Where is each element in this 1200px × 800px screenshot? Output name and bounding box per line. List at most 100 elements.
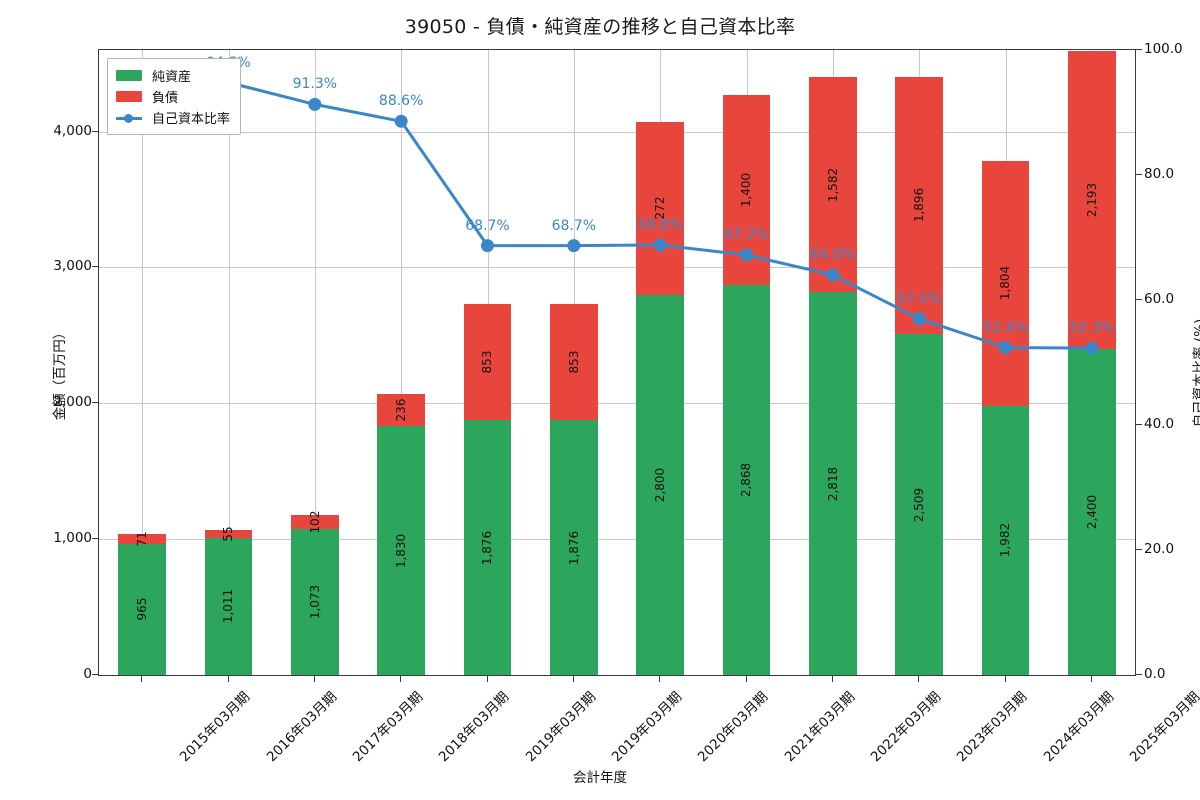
y-axis-right-tick-mark	[1136, 299, 1142, 300]
y-axis-left-tick-label: 0	[83, 666, 92, 682]
y-axis-right-tick-mark	[1136, 674, 1142, 675]
y-axis-left-tick-mark	[92, 674, 98, 675]
equity-ratio-point[interactable]	[653, 238, 667, 252]
x-axis-tick-mark	[141, 676, 143, 682]
x-axis-tick-label: 2025年03月期	[1126, 688, 1200, 766]
y-axis-right-tick-mark	[1136, 49, 1142, 50]
y-axis-right-tick-label: 80.0	[1144, 166, 1175, 182]
gridline	[99, 403, 1135, 405]
bar-segment-net-assets[interactable]: 1,830	[377, 426, 425, 675]
legend-item-liabilities[interactable]: 負債	[116, 86, 230, 107]
equity-ratio-point[interactable]	[308, 97, 322, 111]
legend-label-net-assets: 純資産	[152, 70, 192, 85]
x-axis-tick-label: 2018年03月期	[435, 688, 513, 766]
plot-area: 965 71 1,011 55 1,073 102 1,830 236 1,876 853 1,87…	[98, 49, 1136, 676]
legend-label-liabilities: 負債	[152, 91, 179, 106]
legend-item-net-assets[interactable]: 純資産	[116, 65, 230, 86]
x-axis-tick-label: 2017年03月期	[349, 688, 427, 766]
y-axis-right-tick-label: 60.0	[1144, 291, 1175, 307]
equity-ratio-point-label: 68.7%	[465, 217, 510, 234]
x-axis-tick-label: 2015年03月期	[176, 688, 254, 766]
gridline	[142, 50, 144, 675]
bar-segment-liabilities[interactable]: 272	[636, 121, 684, 295]
bar-segment-liabilities[interactable]: 1,582	[809, 77, 857, 293]
legend-label-equity-ratio: 自己資本比率	[152, 112, 231, 127]
legend-line-equity-ratio	[116, 112, 142, 123]
bar-segment-net-assets[interactable]: 1,073	[291, 529, 339, 675]
equity-ratio-point-label: 68.7%	[551, 217, 597, 234]
x-axis-tick-mark	[486, 676, 488, 682]
y-axis-right-tick-label: 40.0	[1144, 416, 1175, 432]
ratio-line-series	[135, 76, 1099, 355]
x-axis-tick-label: 2021年03月期	[781, 688, 858, 766]
y-axis-right-tick-label: 100.0	[1144, 41, 1183, 57]
bar-segment-liabilities[interactable]: 2,193	[1068, 50, 1116, 349]
x-axis-tick-label: 2019年03月期	[522, 688, 599, 766]
gridline	[99, 267, 1135, 269]
x-axis-tick-mark	[831, 676, 833, 682]
y-axis-right-tick-label: 20.0	[1144, 541, 1175, 557]
bar-segment-net-assets[interactable]: 2,400	[1068, 348, 1116, 675]
equity-ratio-point[interactable]	[1085, 341, 1099, 355]
x-axis-tick-label: 2022年03月期	[867, 688, 945, 766]
bar-segment-net-assets[interactable]: 2,800	[636, 294, 684, 675]
bar-segment-net-assets[interactable]: 1,982	[981, 405, 1030, 675]
bar-segment-net-assets[interactable]: 1,876	[550, 420, 598, 675]
bar-segment-liabilities[interactable]: 236	[377, 394, 425, 427]
equity-ratio-point-label: 91.3%	[292, 76, 338, 93]
y-axis-left-tick-mark	[92, 402, 98, 404]
x-axis-tick-mark	[659, 676, 661, 682]
equity-ratio-point[interactable]	[394, 114, 408, 128]
equity-ratio-point-label: 52.3%	[1069, 320, 1115, 337]
x-axis-label: 会計年度	[573, 770, 627, 786]
bar-segment-net-assets[interactable]: 965	[118, 543, 166, 675]
x-axis-tick-label: 2019年03月期	[608, 688, 686, 766]
y-axis-right-tick-mark	[1136, 424, 1142, 425]
equity-ratio-point-label: 88.6%	[378, 93, 424, 110]
chart-legend[interactable]: 純資産 負債 自己資本比率	[107, 58, 242, 135]
equity-ratio-point[interactable]	[999, 341, 1012, 354]
equity-ratio-point[interactable]	[912, 312, 926, 326]
legend-swatch-net-assets	[116, 70, 142, 81]
y-axis-right-tick-mark	[1136, 549, 1142, 550]
bar-segment-liabilities[interactable]: 1,896	[895, 76, 943, 335]
bar-segment-liabilities[interactable]: 853	[550, 304, 598, 421]
x-axis-tick-mark	[1090, 676, 1092, 682]
equity-ratio-point-label: 67.2%	[724, 227, 769, 243]
bar-segment-net-assets[interactable]: 2,818	[809, 292, 857, 675]
gridline	[228, 50, 230, 675]
equity-ratio-point[interactable]	[567, 239, 581, 253]
y-axis-left-tick-label: 1,000	[53, 530, 92, 547]
equity-ratio-line	[142, 81, 1092, 350]
equity-ratio-point[interactable]	[481, 239, 494, 253]
bar-segment-liabilities[interactable]: 1,804	[981, 160, 1030, 406]
bar-segment-net-assets[interactable]: 1,876	[463, 420, 512, 675]
gridline	[401, 50, 403, 675]
bar-segment-liabilities[interactable]: 71	[118, 531, 166, 547]
y-axis-left-tick-label: 2,000	[53, 394, 92, 411]
equity-ratio-point[interactable]	[740, 248, 753, 262]
y-axis-left-label: 金額（百万円）	[52, 325, 68, 421]
x-axis-tick-mark	[572, 676, 574, 682]
gridline	[314, 50, 316, 675]
x-axis-tick-mark	[227, 676, 229, 682]
x-axis-tick-mark	[745, 676, 747, 682]
bar-segment-liabilities[interactable]: 853	[463, 304, 512, 421]
bar-segment-liabilities[interactable]: 55	[204, 526, 253, 542]
x-axis-tick-label: 2023年03月期	[953, 688, 1031, 766]
equity-ratio-point[interactable]	[826, 268, 840, 282]
equity-ratio-point-label: 57.0%	[896, 290, 942, 307]
equity-ratio-point-label: 68.8%	[637, 217, 683, 233]
x-axis-tick-mark	[313, 676, 315, 682]
y-axis-right-tick-label: 0.0	[1144, 666, 1166, 682]
bar-segment-liabilities[interactable]: 102	[291, 511, 339, 534]
legend-item-equity-ratio[interactable]: 自己資本比率	[116, 107, 230, 128]
bar-segment-net-assets[interactable]: 2,868	[722, 285, 771, 675]
y-axis-left-tick-mark	[92, 266, 98, 268]
gridline	[99, 539, 1135, 541]
bar-segment-net-assets[interactable]: 2,509	[895, 334, 943, 675]
legend-swatch-liabilities	[116, 91, 142, 102]
equity-ratio-point-label: 52.4%	[983, 319, 1028, 336]
bar-segment-net-assets[interactable]: 1,011	[204, 537, 253, 675]
